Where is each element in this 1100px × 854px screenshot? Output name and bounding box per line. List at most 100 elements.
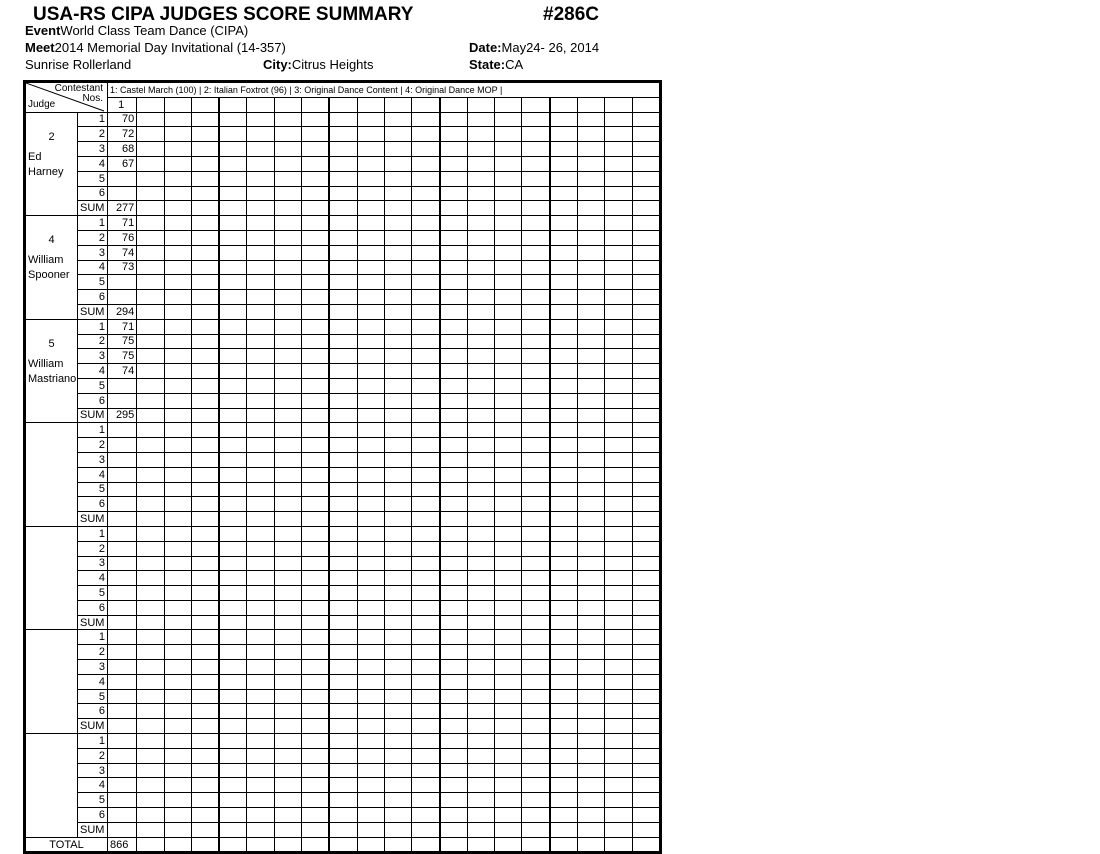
corner-header: Contestant Nos. Judge <box>24 81 108 113</box>
score-cell <box>548 185 579 202</box>
score-cell <box>246 673 275 690</box>
score-cell <box>136 585 165 601</box>
score-cell <box>548 170 579 187</box>
score-cell <box>521 215 551 231</box>
score-cell <box>136 688 165 705</box>
score-cell <box>273 407 303 424</box>
score-cell <box>218 673 248 690</box>
score-cell <box>577 525 606 542</box>
score-cell <box>356 111 385 128</box>
score-cell: 76 <box>106 229 138 246</box>
score-cell <box>218 363 248 379</box>
score-cell <box>301 688 330 705</box>
score-cell <box>356 289 385 305</box>
score-cell <box>494 437 523 453</box>
score-cell <box>163 200 192 217</box>
contestant-number <box>631 96 661 113</box>
score-cell <box>273 111 303 128</box>
score-cell <box>438 836 468 854</box>
score-cell <box>106 570 138 587</box>
row-label: 5 <box>77 585 108 601</box>
score-cell <box>631 437 661 453</box>
score-cell <box>246 111 275 128</box>
score-cell <box>273 363 303 379</box>
score-cell <box>631 496 661 513</box>
score-cell <box>548 688 579 705</box>
sum-label: SUM <box>77 407 108 424</box>
row-label: 3 <box>77 141 108 157</box>
score-cell <box>631 762 661 779</box>
score-cell <box>301 333 330 350</box>
score-cell <box>383 688 413 705</box>
score-cell <box>438 155 468 172</box>
score-cell <box>631 673 661 690</box>
score-cell <box>631 259 661 276</box>
score-cell <box>548 792 579 809</box>
row-label: 6 <box>77 599 108 616</box>
score-cell <box>190 777 220 794</box>
score-cell <box>438 481 468 498</box>
score-cell <box>163 836 192 854</box>
score-cell <box>494 407 523 424</box>
score-cell <box>466 348 496 365</box>
score-cell <box>383 318 413 335</box>
score-cell <box>631 659 661 675</box>
score-cell <box>328 318 358 335</box>
score-cell <box>136 422 165 439</box>
score-cell <box>301 437 330 453</box>
score-cell: 72 <box>106 126 138 143</box>
score-cell <box>577 599 606 616</box>
contestant-number <box>577 96 606 113</box>
table-row: 2 <box>25 540 661 557</box>
score-cell <box>521 629 551 646</box>
score-cell <box>438 407 468 424</box>
score-cell <box>246 688 275 705</box>
judge-name-line: William <box>28 357 64 370</box>
score-cell <box>466 807 496 823</box>
score-cell <box>548 762 579 779</box>
score-cell <box>246 659 275 675</box>
score-cell <box>521 540 551 557</box>
score-cell <box>273 170 303 187</box>
score-cell <box>604 422 633 439</box>
score-cell <box>521 185 551 202</box>
score-cell <box>301 185 330 202</box>
score-cell <box>246 792 275 809</box>
score-cell <box>356 718 385 735</box>
score-cell <box>328 733 358 749</box>
score-cell <box>106 540 138 557</box>
score-cell <box>328 747 358 764</box>
score-cell <box>106 792 138 809</box>
table-row: 5 <box>25 792 661 809</box>
score-cell <box>494 229 523 246</box>
score-cell <box>163 585 192 601</box>
score-cell <box>438 259 468 276</box>
score-cell <box>301 733 330 749</box>
score-cell <box>273 673 303 690</box>
score-cell <box>494 348 523 365</box>
score-cell <box>136 540 165 557</box>
judge-number: 5 <box>48 337 55 350</box>
judge-name-line: Harney <box>28 165 64 178</box>
score-cell <box>136 511 165 527</box>
table-row: 4 <box>25 673 661 690</box>
score-cell <box>356 747 385 764</box>
score-cell <box>631 155 661 172</box>
score-cell <box>163 303 192 320</box>
total-label: TOTAL <box>24 836 108 854</box>
score-cell <box>631 215 661 231</box>
score-cell <box>604 155 633 172</box>
score-cell <box>411 614 441 631</box>
score-cell <box>218 392 248 409</box>
row-label: 4 <box>77 155 108 172</box>
score-cell <box>577 629 606 646</box>
score-cell <box>273 585 303 601</box>
score-cell <box>273 777 303 794</box>
score-cell <box>521 614 551 631</box>
score-cell <box>494 363 523 379</box>
score-cell <box>301 525 330 542</box>
score-cell <box>521 599 551 616</box>
date-value: May24- 26, 2014 <box>501 40 600 55</box>
score-cell <box>190 525 220 542</box>
score-cell <box>438 348 468 365</box>
